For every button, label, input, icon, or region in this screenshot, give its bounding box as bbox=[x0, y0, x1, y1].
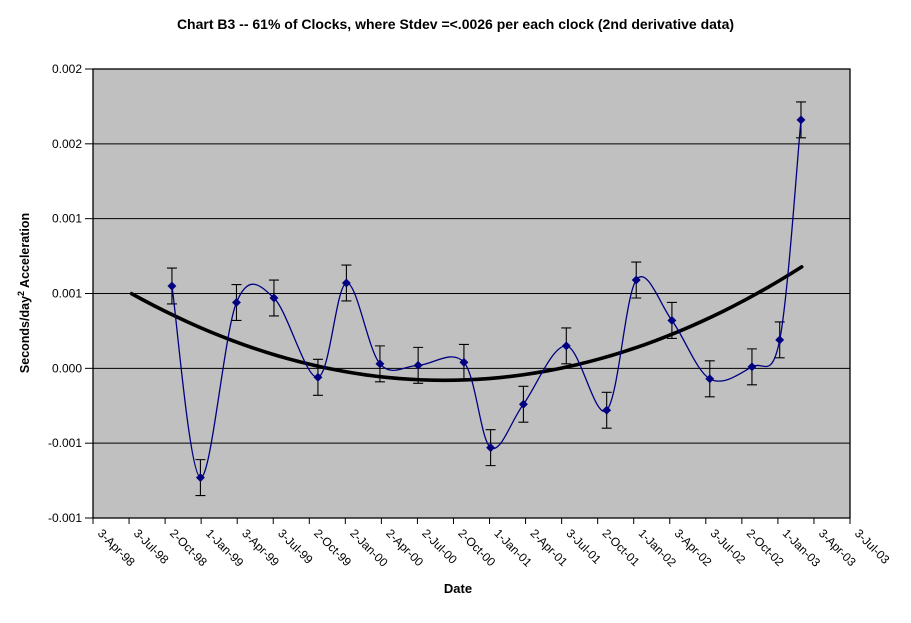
data-point-marker bbox=[341, 278, 351, 288]
x-tick-label: 3-Jul-02 bbox=[708, 526, 749, 567]
x-tick-label: 2-Oct-02 bbox=[744, 526, 787, 569]
data-point-marker bbox=[667, 315, 677, 325]
data-point-marker bbox=[602, 405, 612, 415]
data-point-marker bbox=[631, 275, 641, 285]
x-tick-label: 3-Jul-99 bbox=[275, 526, 316, 567]
x-axis-title: Date bbox=[443, 581, 473, 596]
data-point-marker bbox=[231, 297, 242, 308]
x-tick-label: 2-Apr-01 bbox=[527, 526, 570, 569]
data-point-marker bbox=[375, 359, 385, 369]
data-point-marker bbox=[518, 399, 528, 409]
x-tick-label: 3-Apr-02 bbox=[672, 526, 715, 569]
y-tick-label: -0.001 bbox=[48, 511, 82, 525]
data-point-marker bbox=[413, 360, 423, 370]
y-tick-label: 0.002 bbox=[52, 62, 82, 76]
x-tick-label: 2-Oct-99 bbox=[311, 526, 354, 569]
x-tick-label: 2-Oct-00 bbox=[455, 526, 498, 569]
chart-title: Chart B3 -- 61% of Clocks, where Stdev =… bbox=[176, 16, 735, 32]
data-point-marker bbox=[167, 281, 177, 291]
data-point-marker bbox=[459, 357, 469, 367]
x-tick-label: 2-Oct-01 bbox=[600, 526, 643, 569]
x-tick-label: 3-Jul-01 bbox=[563, 526, 604, 567]
data-point-marker bbox=[705, 374, 715, 384]
x-tick-label: 3-Apr-98 bbox=[95, 526, 138, 569]
data-point-marker bbox=[195, 473, 205, 483]
x-tick-label: 2-Apr-00 bbox=[383, 526, 426, 569]
y-tick-label: 0.002 bbox=[52, 137, 82, 151]
x-tick-label: 3-Jul-98 bbox=[131, 526, 172, 567]
y-tick-label: 0.001 bbox=[52, 287, 82, 301]
y-tick-label: 0.000 bbox=[52, 361, 82, 375]
data-point-marker bbox=[747, 362, 757, 372]
x-tick-label: 2-Oct-98 bbox=[167, 526, 210, 569]
y-tick-label: -0.001 bbox=[48, 436, 82, 450]
data-point-marker bbox=[775, 335, 785, 345]
data-point-marker bbox=[486, 443, 496, 453]
data-point-marker bbox=[269, 293, 279, 303]
x-tick-label: 1-Jan-03 bbox=[780, 526, 824, 570]
x-tick-label: 3-Apr-99 bbox=[239, 526, 282, 569]
x-tick-label: 3-Apr-03 bbox=[816, 526, 859, 569]
x-tick-label: 1-Jan-01 bbox=[491, 526, 535, 570]
x-tick-label: 3-Jul-03 bbox=[852, 526, 893, 567]
x-tick-label: 1-Jan-02 bbox=[636, 526, 680, 570]
y-tick-label: 0.001 bbox=[52, 212, 82, 226]
data-point-marker bbox=[561, 341, 571, 351]
data-point-marker bbox=[796, 115, 806, 125]
data-point-marker bbox=[313, 372, 323, 382]
x-tick-label: 2-Jan-00 bbox=[347, 526, 391, 570]
x-tick-label: 2-Jul-00 bbox=[419, 526, 460, 567]
x-tick-label: 1-Jan-99 bbox=[203, 526, 247, 570]
